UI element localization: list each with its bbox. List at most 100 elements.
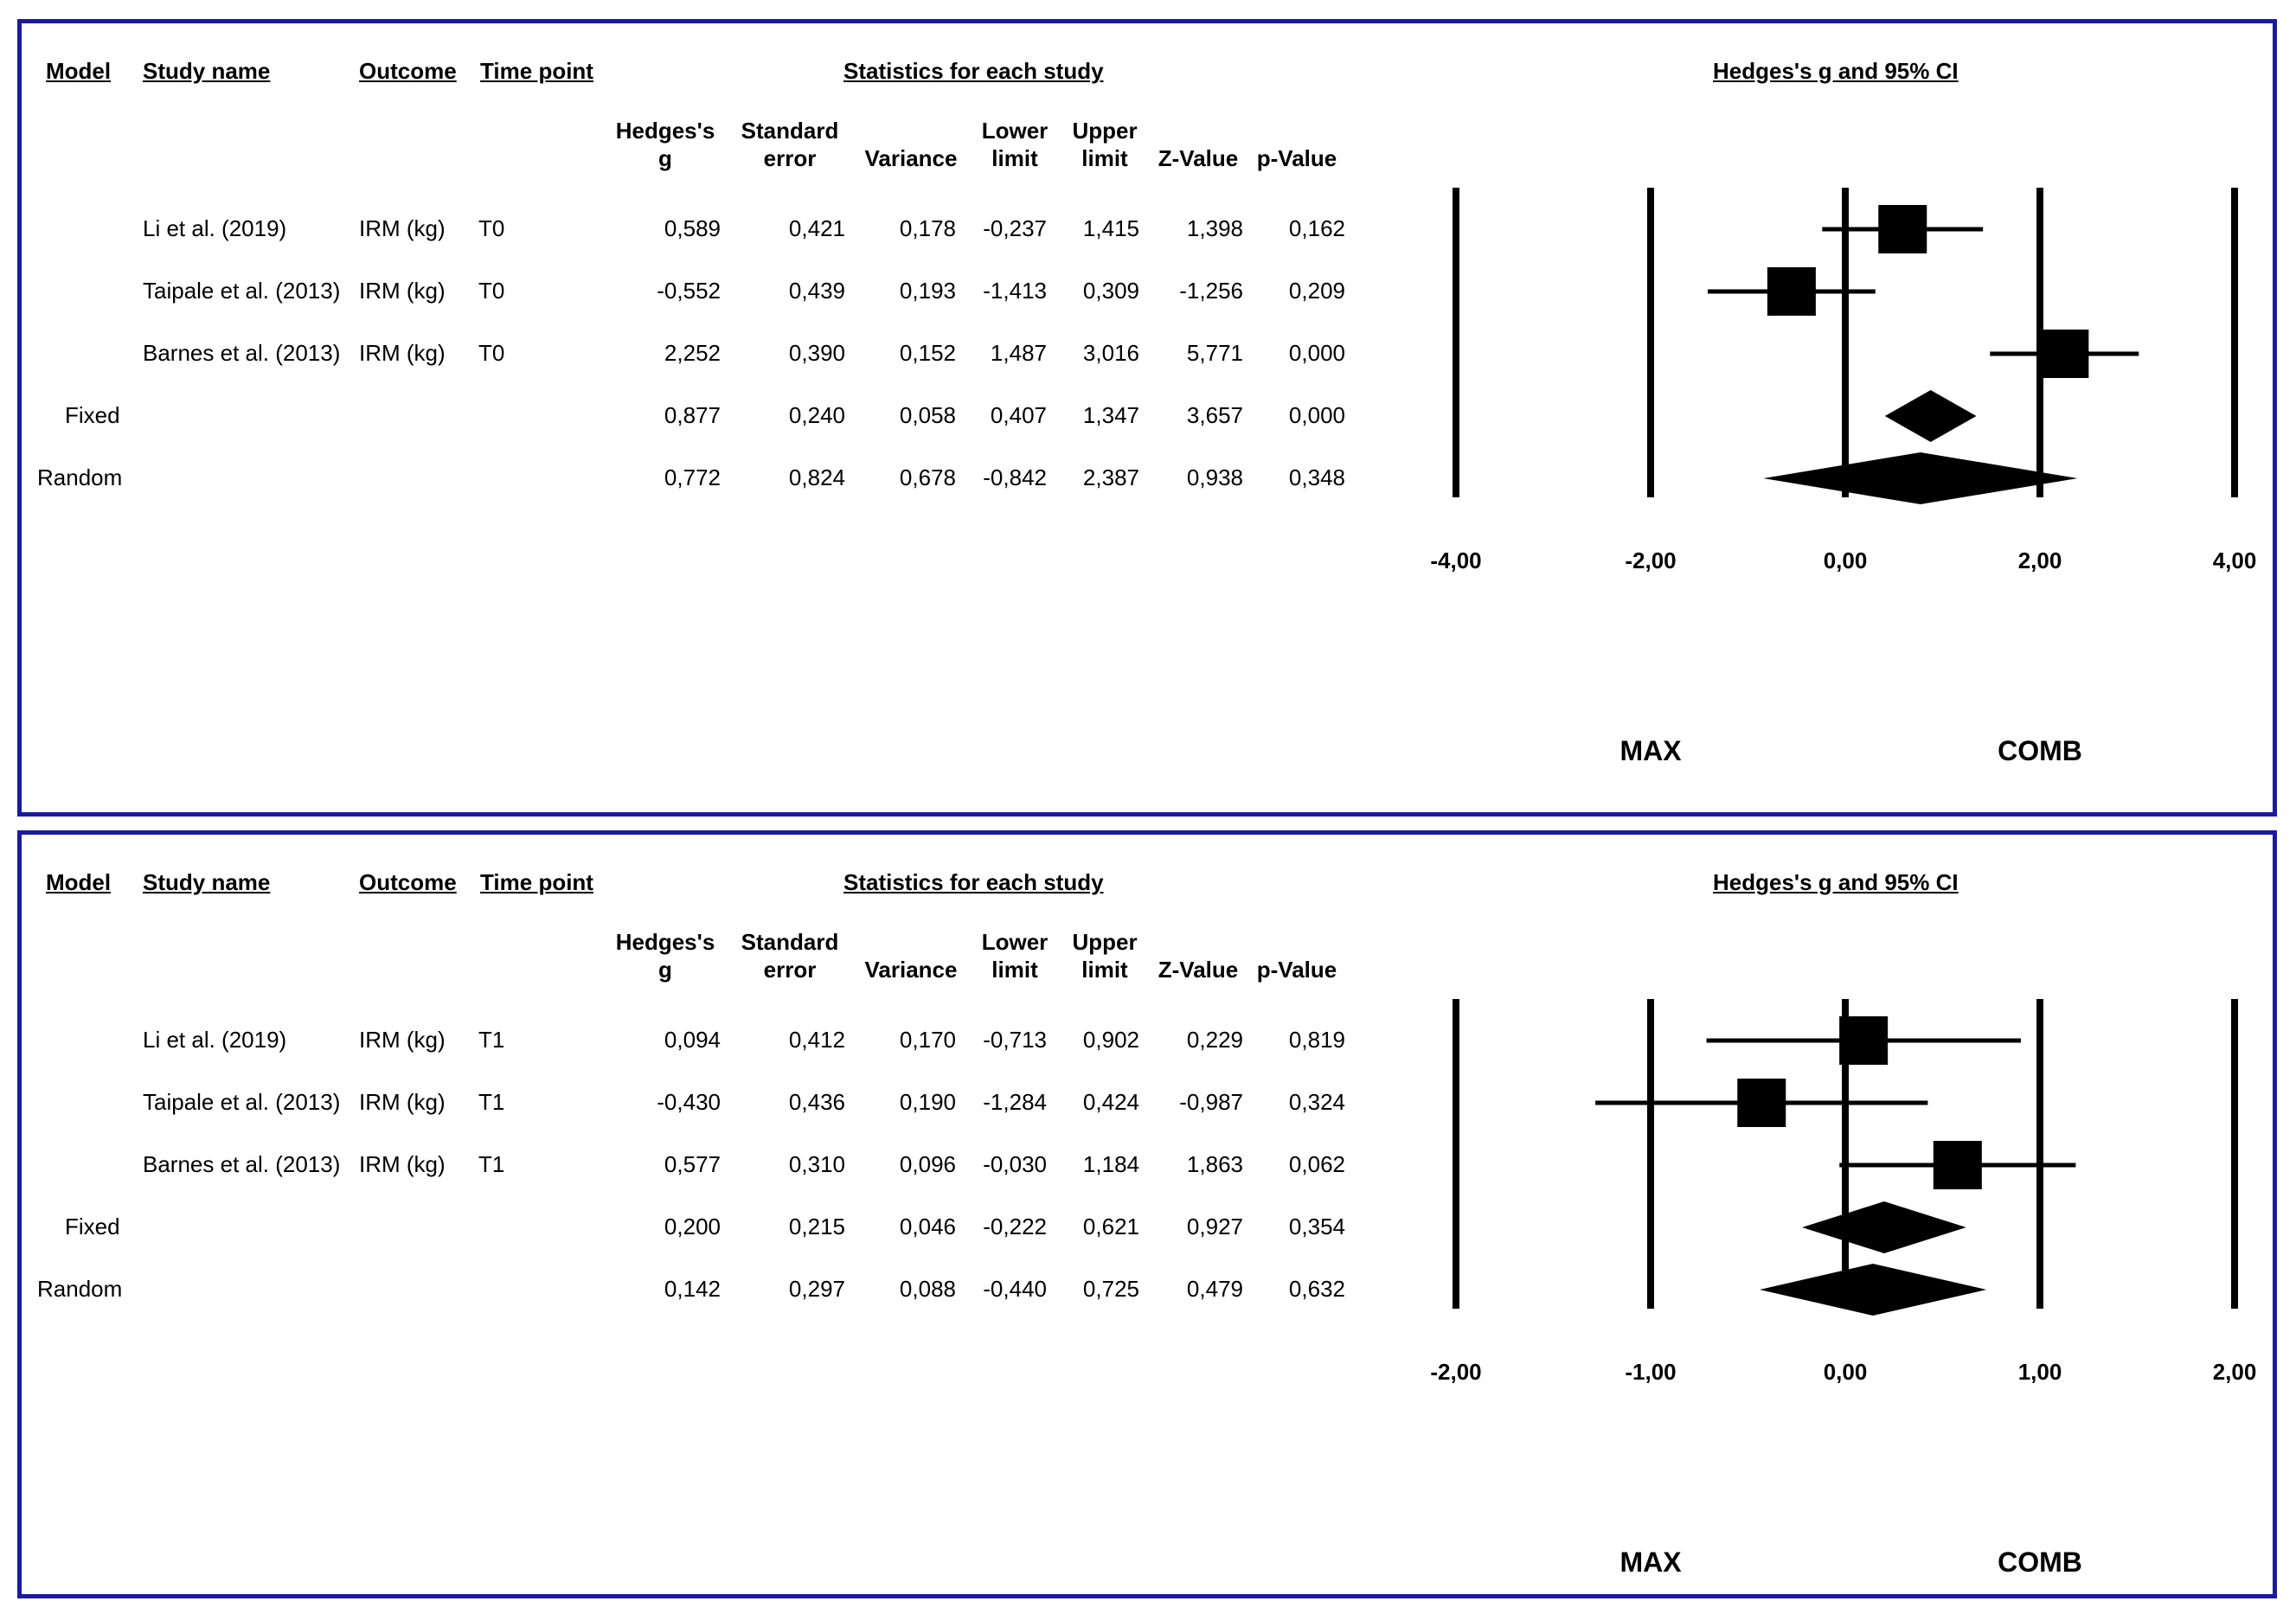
row-value-lower: -0,713 bbox=[983, 1027, 1047, 1053]
summary-diamond-fixed bbox=[1884, 390, 1977, 442]
row-value-z: 1,863 bbox=[1186, 1151, 1243, 1177]
header-outcome: Outcome bbox=[359, 58, 457, 84]
row-time-point: T0 bbox=[478, 278, 505, 304]
row-value-var: 0,046 bbox=[899, 1214, 956, 1239]
row-value-upper: 0,621 bbox=[1082, 1214, 1139, 1239]
column-header-se: Standard error bbox=[741, 928, 839, 983]
row-value-g: 0,577 bbox=[664, 1151, 721, 1177]
row-value-se: 0,215 bbox=[788, 1214, 845, 1239]
row-time-point: T1 bbox=[478, 1151, 505, 1177]
row-value-p: 0,062 bbox=[1288, 1151, 1345, 1177]
row-value-g: 0,589 bbox=[664, 215, 721, 241]
x-tick-label: -2,00 bbox=[1625, 548, 1676, 573]
column-header-p: p-Value bbox=[1257, 117, 1337, 172]
study-point-marker bbox=[1767, 267, 1816, 316]
column-header-line: Upper bbox=[1072, 929, 1138, 955]
column-header-line: limit bbox=[991, 145, 1038, 171]
column-header-z: Z-Value bbox=[1158, 117, 1238, 172]
header-plot-title: Hedges's g and 95% CI bbox=[1713, 869, 1959, 895]
column-header-line: p-Value bbox=[1256, 145, 1337, 171]
header-model: Model bbox=[46, 58, 112, 84]
column-header-line: Standard bbox=[741, 118, 839, 144]
row-value-var: 0,193 bbox=[899, 278, 956, 304]
row-value-var: 0,678 bbox=[899, 464, 956, 490]
row-value-lower: -1,413 bbox=[983, 278, 1047, 304]
column-header-line: Z-Value bbox=[1158, 145, 1239, 171]
row-value-g: -0,552 bbox=[657, 278, 721, 304]
row-value-g: 0,094 bbox=[664, 1027, 721, 1053]
row-value-p: 0,819 bbox=[1288, 1027, 1345, 1053]
row-value-z: 3,657 bbox=[1186, 402, 1243, 428]
forest-panel-t0: Model Study name Outcome Time point Statisti… bbox=[17, 19, 2277, 817]
header-model: Model bbox=[46, 869, 112, 895]
row-value-p: 0,162 bbox=[1288, 215, 1345, 241]
row-value-upper: 1,415 bbox=[1082, 215, 1139, 241]
row-model-label: Random bbox=[37, 1276, 123, 1302]
column-header-line: error bbox=[763, 957, 817, 983]
study-point-marker bbox=[1737, 1079, 1786, 1127]
row-outcome: IRM (kg) bbox=[359, 340, 446, 366]
column-header-line: limit bbox=[1081, 957, 1128, 983]
header-study-name: Study name bbox=[143, 869, 271, 895]
header-plot-title: Hedges's g and 95% CI bbox=[1713, 58, 1959, 84]
row-value-upper: 0,902 bbox=[1082, 1027, 1139, 1053]
column-header-lower: Lower limit bbox=[982, 928, 1049, 983]
row-value-se: 0,436 bbox=[788, 1089, 845, 1115]
row-value-se: 0,240 bbox=[788, 402, 845, 428]
row-value-g: 0,772 bbox=[664, 464, 721, 490]
row-outcome: IRM (kg) bbox=[359, 1027, 446, 1053]
row-value-var: 0,088 bbox=[899, 1276, 956, 1302]
row-value-se: 0,310 bbox=[788, 1151, 845, 1177]
row-value-z: 0,229 bbox=[1186, 1027, 1243, 1053]
x-tick-label: -4,00 bbox=[1430, 548, 1481, 573]
row-value-var: 0,190 bbox=[899, 1089, 956, 1115]
row-value-se: 0,439 bbox=[788, 278, 845, 304]
header-time-point: Time point bbox=[480, 58, 593, 84]
row-study-name: Taipale et al. (2013) bbox=[143, 278, 341, 304]
row-value-z: -0,987 bbox=[1179, 1089, 1243, 1115]
x-tick-label: 2,00 bbox=[2213, 1359, 2257, 1385]
row-value-p: 0,209 bbox=[1288, 278, 1345, 304]
column-header-line: Lower bbox=[981, 929, 1049, 955]
header-study-name: Study name bbox=[143, 58, 271, 84]
row-value-var: 0,170 bbox=[899, 1027, 956, 1053]
x-tick-label: 0,00 bbox=[1824, 1359, 1868, 1385]
x-label-left: MAX bbox=[1619, 735, 1682, 766]
row-value-lower: 1,487 bbox=[990, 340, 1047, 366]
column-header-line: Upper bbox=[1072, 118, 1138, 144]
row-value-upper: 0,424 bbox=[1082, 1089, 1139, 1115]
column-header-se: Standard error bbox=[741, 117, 839, 172]
column-header-line: limit bbox=[1081, 145, 1128, 171]
row-value-z: 0,938 bbox=[1186, 464, 1243, 490]
row-value-upper: 2,387 bbox=[1082, 464, 1139, 490]
x-label-right: COMB bbox=[1998, 735, 2082, 766]
column-header-line: p-Value bbox=[1256, 957, 1337, 983]
row-value-lower: -0,222 bbox=[983, 1214, 1047, 1239]
column-header-upper: Upper limit bbox=[1072, 928, 1137, 983]
column-header-line: Hedges's bbox=[615, 118, 715, 144]
column-header-variance: Variance bbox=[865, 928, 958, 983]
row-time-point: T0 bbox=[478, 340, 505, 366]
row-value-lower: 0,407 bbox=[990, 402, 1047, 428]
row-value-upper: 0,309 bbox=[1082, 278, 1139, 304]
row-value-g: 2,252 bbox=[664, 340, 721, 366]
row-value-p: 0,354 bbox=[1288, 1214, 1345, 1239]
row-value-p: 0,632 bbox=[1288, 1276, 1345, 1302]
column-header-upper: Upper limit bbox=[1072, 117, 1137, 172]
row-value-g: -0,430 bbox=[657, 1089, 721, 1115]
header-time-point: Time point bbox=[480, 869, 593, 895]
column-header-line: error bbox=[763, 145, 817, 171]
x-tick-label: 2,00 bbox=[2018, 548, 2062, 573]
row-model-label: Random bbox=[37, 464, 123, 490]
row-value-p: 0,000 bbox=[1288, 340, 1345, 366]
column-header-z: Z-Value bbox=[1158, 928, 1238, 983]
row-time-point: T1 bbox=[478, 1027, 505, 1053]
row-value-var: 0,096 bbox=[899, 1151, 956, 1177]
column-header-hedges: Hedges's g bbox=[616, 928, 715, 983]
row-value-var: 0,152 bbox=[899, 340, 956, 366]
summary-diamond-fixed bbox=[1802, 1201, 1966, 1253]
row-study-name: Barnes et al. (2013) bbox=[143, 340, 341, 366]
row-study-name: Li et al. (2019) bbox=[143, 1027, 287, 1053]
row-value-upper: 1,347 bbox=[1082, 402, 1139, 428]
row-outcome: IRM (kg) bbox=[359, 1089, 446, 1115]
